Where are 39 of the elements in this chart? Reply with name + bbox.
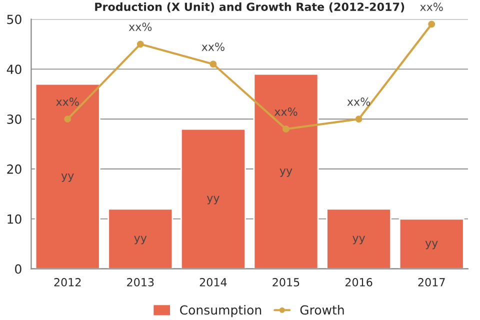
y-tick-label: 30 — [7, 114, 22, 124]
point — [282, 126, 290, 132]
data-label: xx% — [128, 22, 152, 32]
point — [210, 60, 217, 68]
x-tick-label: 2013 — [127, 278, 154, 286]
y-tick-label: 10 — [8, 214, 22, 224]
legend-label: Consumption — [180, 305, 262, 318]
legend-label: Growth — [300, 305, 344, 315]
point — [64, 116, 72, 123]
bar — [34, 83, 100, 269]
x-tick-label: 2012 — [54, 278, 81, 286]
point — [428, 20, 436, 28]
data-label: yy — [61, 173, 74, 182]
data-label: yy — [134, 236, 147, 244]
chart-title: Production (X Unit) and Growth Rate (2012-2017) — [95, 2, 404, 12]
bar — [180, 128, 246, 269]
point — [136, 40, 144, 48]
data-label: yy — [280, 168, 292, 177]
bar — [326, 208, 392, 269]
data-label: xx% — [347, 98, 370, 106]
y-tick-label: 20 — [7, 164, 22, 174]
bar — [398, 218, 464, 269]
y-tick-label: 0 — [15, 264, 22, 274]
x-tick-label: 2016 — [345, 278, 372, 286]
data-label: xx% — [420, 2, 443, 12]
x-tick-label: 2014 — [200, 278, 227, 286]
bar — [253, 73, 319, 269]
point — [355, 116, 362, 123]
data-label: yy — [206, 196, 220, 204]
y-tick-label: 50 — [7, 14, 22, 24]
data-label: yy — [352, 236, 366, 244]
data-label: xx% — [274, 107, 298, 116]
data-label: xx% — [202, 42, 224, 51]
data-label: xx% — [56, 98, 79, 106]
bar — [108, 208, 174, 269]
x-tick-label: 2017 — [418, 278, 445, 286]
data-label: yy — [425, 240, 438, 250]
x-tick-label: 2015 — [272, 278, 300, 286]
y-tick-label: 40 — [6, 64, 22, 74]
